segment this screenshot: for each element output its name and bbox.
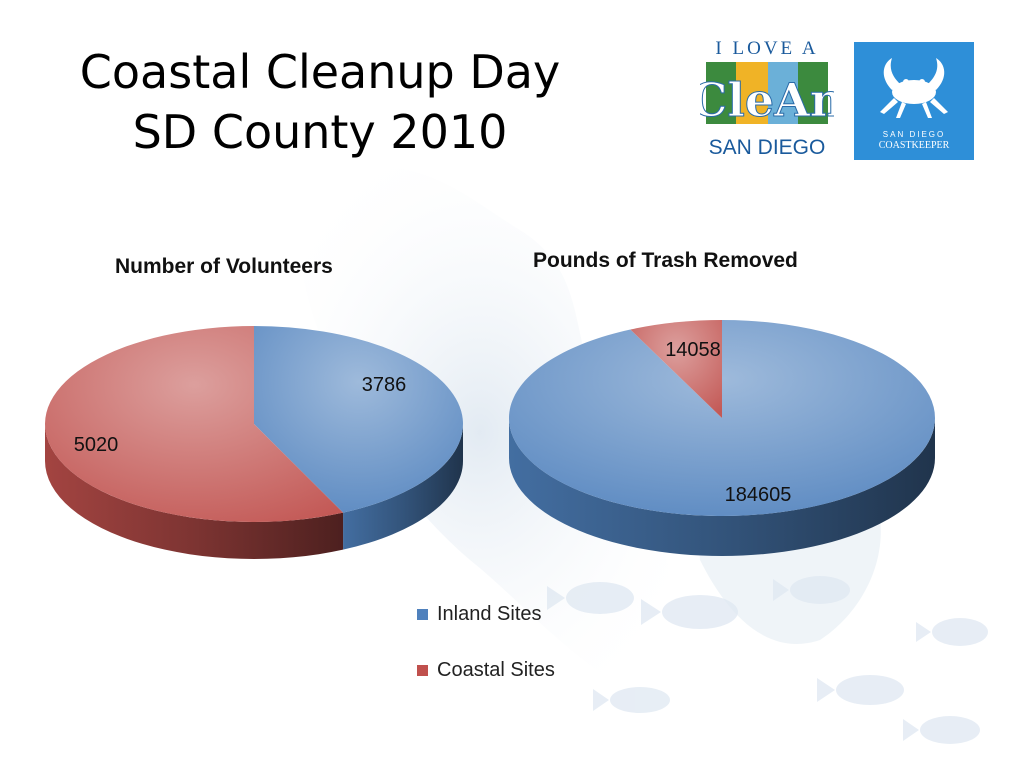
logo-mid-text: CleAn xyxy=(700,73,834,127)
chart-legend: Inland Sites Coastal Sites xyxy=(417,600,555,684)
pie-1-label-inland-sites: 3786 xyxy=(362,374,407,396)
logo-top-text: I LOVE A xyxy=(715,38,818,59)
legend-item-inland: Inland Sites xyxy=(417,600,555,628)
san-diego-coastkeeper-logo: SAN DIEGO COASTKEEPER xyxy=(854,42,974,160)
pie-1-label-coastal-sites: 5020 xyxy=(74,434,119,456)
legend-label-coastal: Coastal Sites xyxy=(437,658,555,681)
legend-swatch-coastal xyxy=(417,664,428,676)
coastkeeper-top-text: SAN DIEGO xyxy=(883,130,945,139)
pie-2-label-coastal-sites: 14058 xyxy=(665,339,721,361)
logo-bottom-text: SAN DIEGO xyxy=(709,136,826,159)
pie-1-slice-coastal-sites xyxy=(44,326,344,522)
coastkeeper-bottom-text: COASTKEEPER xyxy=(879,140,950,151)
pie-chart-1: 3786 5020 xyxy=(44,326,463,559)
pie-2-slice-inland-sites xyxy=(509,320,936,516)
i-love-a-clean-san-diego-logo: I LOVE A CleAn SAN DIEGO xyxy=(700,38,834,159)
legend-item-coastal: Coastal Sites xyxy=(417,656,555,684)
pie-2-slice-coastal-sites xyxy=(630,320,722,418)
pie-1-side-coastal-sites xyxy=(45,424,344,559)
pie-2-label-inland-sites: 184605 xyxy=(725,484,792,506)
chart-1-title: Number of Volunteers xyxy=(115,255,333,278)
slide-title: Coastal Cleanup Day SD County 2010 xyxy=(40,42,600,162)
title-line-2: SD County 2010 xyxy=(132,105,508,159)
legend-swatch-inland xyxy=(417,608,428,620)
pie-1-slice-inland-sites xyxy=(254,326,463,513)
crab-icon xyxy=(880,58,948,118)
legend-label-inland: Inland Sites xyxy=(437,602,542,625)
title-line-1: Coastal Cleanup Day xyxy=(79,45,561,99)
chart-2-title: Pounds of Trash Removed xyxy=(533,249,798,272)
pie-2-side-inland-sites xyxy=(509,418,935,556)
pie-1-side-inland-sites xyxy=(343,424,463,550)
pie-chart-2: 184605 14058 xyxy=(509,320,936,556)
